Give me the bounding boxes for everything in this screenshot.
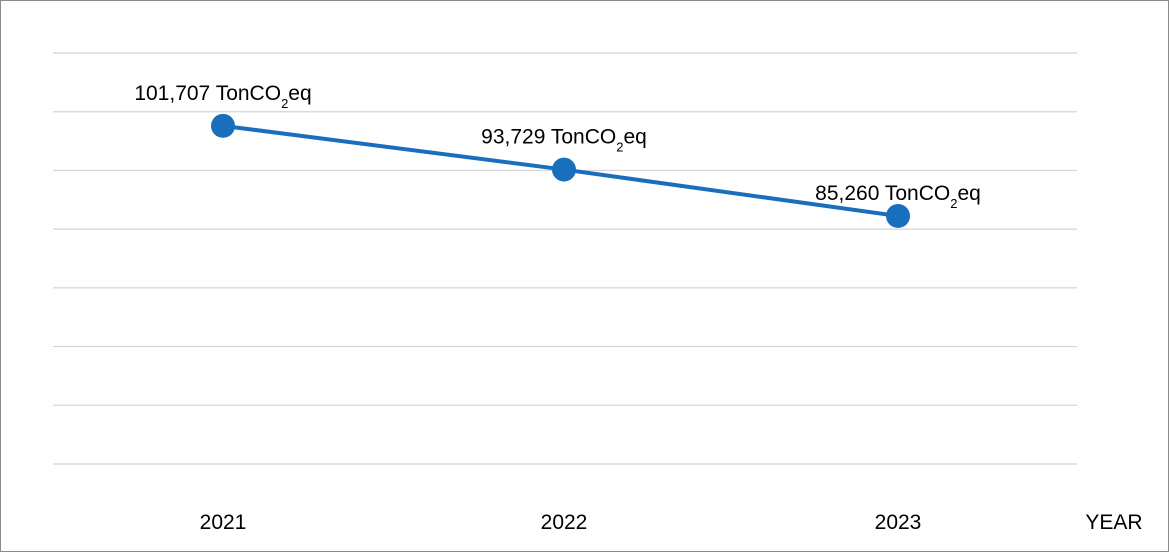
data-point-2021 [211,113,235,138]
data-point-2022 [552,157,576,182]
data-point-2023 [886,203,910,228]
x-tick-label-2023: 2023 [875,511,922,534]
gridlines [53,52,1077,465]
data-points [211,113,910,228]
data-label-2021: 101,707 TonCO2eq [134,82,311,111]
x-axis-ticks: 2021 2022 2023 [200,511,922,534]
data-label-2023: 85,260 TonCO2eq [815,182,981,211]
data-labels: 101,707 TonCO2eq 93,729 TonCO2eq 85,260 To… [134,82,980,211]
x-tick-label-2022: 2022 [541,511,588,534]
data-label-2022: 93,729 TonCO2eq [481,126,647,155]
x-tick-label-2021: 2021 [200,511,247,534]
x-axis-title: YEAR [1085,511,1142,534]
